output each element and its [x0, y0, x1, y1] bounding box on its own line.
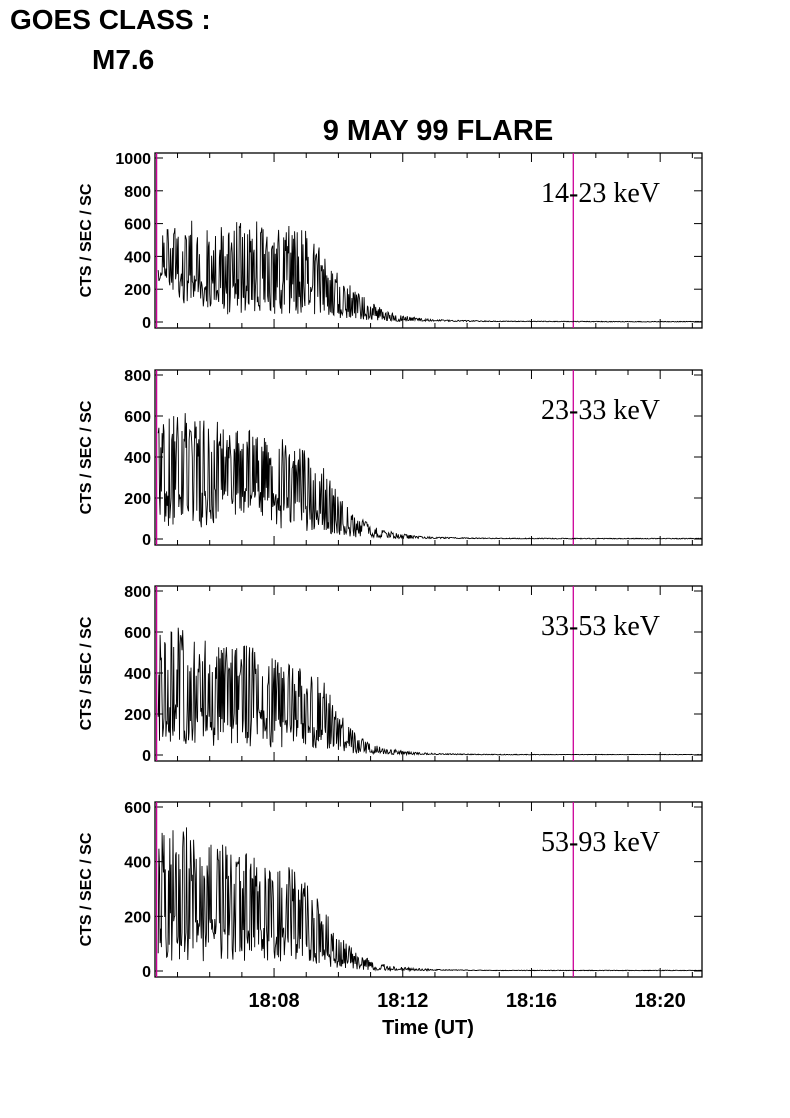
- lightcurve-trace: [157, 627, 702, 757]
- y-tick-label: 400: [124, 855, 151, 872]
- y-tick-label: 0: [142, 964, 151, 981]
- y-tick-label: 200: [124, 491, 151, 508]
- y-axis-label: CTS / SEC / SC: [78, 183, 95, 297]
- y-axis-label: CTS / SEC / SC: [78, 400, 95, 514]
- panel-4: 0 200 400 600 CTS / SEC / SC 53-93 keV: [78, 800, 703, 981]
- panel-1: 0 200 400 600 800 1000 CTS / SEC / SC 14-23 keV: [78, 151, 703, 332]
- x-axis-label: Time (UT): [382, 1017, 474, 1039]
- panel-3: 0 200 400 600 800 CTS / SEC / SC 33-53 keV: [78, 584, 703, 765]
- y-tick-label: 200: [124, 282, 151, 299]
- lightcurve-trace: [157, 413, 702, 540]
- y-tick-label: 600: [124, 409, 151, 426]
- chart-title: 9 MAY 99 FLARE: [323, 115, 553, 147]
- plot-frame: [154, 801, 703, 978]
- y-axis-label: CTS / SEC / SC: [78, 616, 95, 730]
- y-tick-label: 800: [124, 584, 151, 601]
- y-tick-label: 800: [124, 368, 151, 385]
- x-tick-label: 18:16: [506, 990, 557, 1012]
- y-tick-label: 800: [124, 184, 151, 201]
- plot-frame: [154, 152, 703, 329]
- y-tick-label: 600: [124, 217, 151, 234]
- y-tick-label: 400: [124, 666, 151, 683]
- x-tick-label: 18:08: [248, 990, 299, 1012]
- x-tick-label: 18:20: [635, 990, 686, 1012]
- chart-panels: 0 200 400 600 800 1000 CTS / SEC / SC 14-23 keV…: [78, 151, 703, 1012]
- lightcurve-trace: [157, 220, 703, 323]
- y-tick-label: 200: [124, 707, 151, 724]
- y-tick-label: 0: [142, 748, 151, 765]
- y-tick-label: 1000: [115, 151, 151, 168]
- y-tick-label: 600: [124, 800, 151, 817]
- y-tick-label: 400: [124, 249, 151, 266]
- x-tick-label: 18:12: [377, 990, 428, 1012]
- goes-class-value: M7.6: [92, 44, 155, 75]
- y-tick-label: 0: [142, 532, 151, 549]
- energy-band-label: 14-23 keV: [541, 178, 660, 209]
- y-tick-label: 400: [124, 450, 151, 467]
- y-axis-label: CTS / SEC / SC: [78, 832, 95, 946]
- y-tick-label: 0: [142, 315, 151, 332]
- energy-band-label: 23-33 keV: [541, 395, 660, 426]
- energy-band-label: 53-93 keV: [541, 827, 660, 858]
- energy-band-label: 33-53 keV: [541, 611, 660, 642]
- goes-class-label: GOES CLASS :: [10, 4, 211, 35]
- panel-2: 0 200 400 600 800 CTS / SEC / SC 23-33 keV: [78, 368, 703, 549]
- y-tick-label: 200: [124, 909, 151, 926]
- y-tick-label: 600: [124, 625, 151, 642]
- lightcurve-trace: [157, 827, 703, 973]
